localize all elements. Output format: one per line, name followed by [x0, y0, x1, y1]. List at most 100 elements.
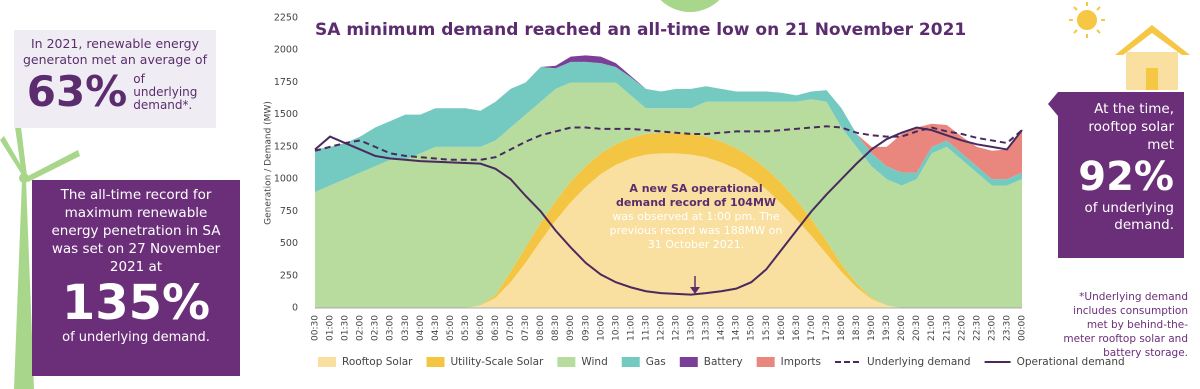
area: [315, 61, 1022, 193]
x-tick-label: 12:00: [656, 315, 666, 341]
y-tick-label: 1000: [274, 174, 298, 185]
legend-swatch: [557, 357, 576, 367]
y-tick-label: 500: [280, 238, 298, 249]
x-tick-label: 04:30: [431, 315, 441, 341]
x-tick-label: 18:30: [852, 315, 862, 341]
panel-text: The all-time record for maximum renewabl…: [51, 187, 221, 275]
legend-swatch: [756, 357, 775, 367]
legend-label: Operational demand: [1017, 356, 1125, 368]
x-tick-label: 11:30: [641, 315, 651, 341]
chart-title: SA minimum demand reached an all-time lo…: [315, 20, 966, 40]
x-tick-label: 10:30: [611, 315, 621, 341]
legend-label: Rooftop Solar: [342, 356, 413, 368]
legend-swatch: [621, 357, 640, 367]
x-tick-label: 13:30: [702, 315, 712, 341]
x-tick-label: 19:30: [882, 315, 892, 341]
area: [315, 82, 1022, 308]
line: [314, 126, 1023, 296]
x-tick-label: 11:00: [626, 315, 636, 341]
x-tick-label: 08:30: [551, 315, 561, 341]
x-tick-label: 01:30: [341, 315, 351, 341]
x-tick-label: 06:30: [491, 315, 501, 341]
x-tick-label: 13:00: [687, 315, 697, 341]
legend-label: Wind: [581, 356, 607, 368]
panel-big: 135%: [61, 275, 211, 331]
x-tick-label: 22:30: [972, 315, 982, 341]
x-tick-label: 21:30: [942, 315, 952, 341]
x-tick-label: 16:00: [777, 315, 787, 341]
x-tick-label: 00:00: [1018, 315, 1028, 341]
y-tick-label: 1500: [274, 109, 298, 120]
annotation-arrowhead: [690, 287, 700, 294]
legend-label: Underlying demand: [867, 356, 971, 368]
x-tick-label: 01:00: [326, 315, 336, 341]
x-tick-label: 10:00: [596, 315, 606, 341]
decor-circle: [660, 0, 720, 12]
annotation-text: was observed at 1:00 pm. The previous re…: [609, 210, 783, 251]
panel-text: At the time, rooftop solar met: [1088, 101, 1174, 153]
house: [1115, 25, 1190, 90]
sun: [1069, 2, 1105, 38]
x-tick-label: 07:00: [506, 315, 516, 341]
x-tick-label: 02:30: [371, 315, 381, 341]
panel-small: of underlying demand*.: [133, 71, 198, 112]
y-tick-label: 0: [292, 303, 298, 314]
x-tick-label: 05:30: [461, 315, 471, 341]
legend-swatch: [318, 357, 336, 367]
plot-area: [314, 55, 1023, 309]
line: [314, 125, 1023, 161]
x-tick-label: 21:00: [927, 315, 937, 341]
x-tick-label: 09:00: [566, 315, 576, 341]
panel-big: 63%: [26, 67, 128, 116]
x-tick-label: 16:30: [792, 315, 802, 341]
x-tick-label: 07:30: [521, 315, 531, 341]
y-tick-label: 2250: [274, 13, 298, 24]
average-panel: In 2021, renewable energy generaton met …: [14, 30, 216, 128]
legend-swatch: [426, 357, 445, 367]
legend-label: Battery: [704, 356, 743, 368]
x-tick-label: 02:00: [356, 315, 366, 341]
annotation-bold: A new SA operational demand record of 10…: [615, 182, 777, 209]
panel-text: In 2021, renewable energy generaton met …: [23, 36, 207, 67]
legend-label: Gas: [646, 356, 666, 368]
x-tick-label: 00:30: [311, 315, 321, 341]
x-tick-label: 14:00: [717, 315, 727, 341]
x-tick-label: 23:30: [1002, 315, 1012, 341]
annotation: A new SA operational demand record of 10…: [603, 182, 789, 252]
x-tick-label: 05:00: [446, 315, 456, 341]
x-tick-label: 03:00: [386, 315, 396, 341]
y-tick-label: 750: [280, 206, 298, 217]
x-tick-label: 17:30: [822, 315, 832, 341]
x-tick-label: 19:00: [867, 315, 877, 341]
x-tick-label: 15:00: [747, 315, 757, 341]
x-tick-label: 09:30: [581, 315, 591, 341]
x-tick-label: 22:00: [957, 315, 967, 341]
y-tick-label: 2000: [274, 45, 298, 56]
area: [315, 153, 1022, 308]
legend-label: Imports: [781, 356, 821, 368]
x-tick-label: 17:00: [807, 315, 817, 341]
x-tick-label: 20:30: [912, 315, 922, 341]
x-tick-label: 23:00: [987, 315, 997, 341]
footnote: *Underlying demand includes consumption …: [1063, 291, 1188, 359]
x-tick-label: 15:30: [762, 315, 772, 341]
legend-swatch: [679, 357, 698, 367]
y-tick-label: 250: [280, 270, 298, 281]
y-axis-label: Generation / Demand (MW): [264, 101, 274, 225]
panel-small: of underlying demand.: [1084, 200, 1174, 233]
rooftop-panel: At the time, rooftop solar met 92% of un…: [1058, 92, 1184, 258]
x-tick-label: 18:00: [837, 315, 847, 341]
y-tick-label: 1750: [274, 77, 298, 88]
y-tick-label: 1250: [274, 141, 298, 152]
x-tick-label: 14:30: [732, 315, 742, 341]
wind-turbine: [0, 119, 80, 389]
panel-small: of underlying demand.: [62, 330, 210, 345]
x-tick-label: 03:30: [401, 315, 411, 341]
x-tick-label: 20:00: [897, 315, 907, 341]
legend-label: Utility-Scale Solar: [451, 356, 545, 368]
panel-big: 92%: [1078, 154, 1174, 200]
x-tick-label: 12:30: [672, 315, 682, 341]
x-tick-label: 04:00: [416, 315, 426, 341]
